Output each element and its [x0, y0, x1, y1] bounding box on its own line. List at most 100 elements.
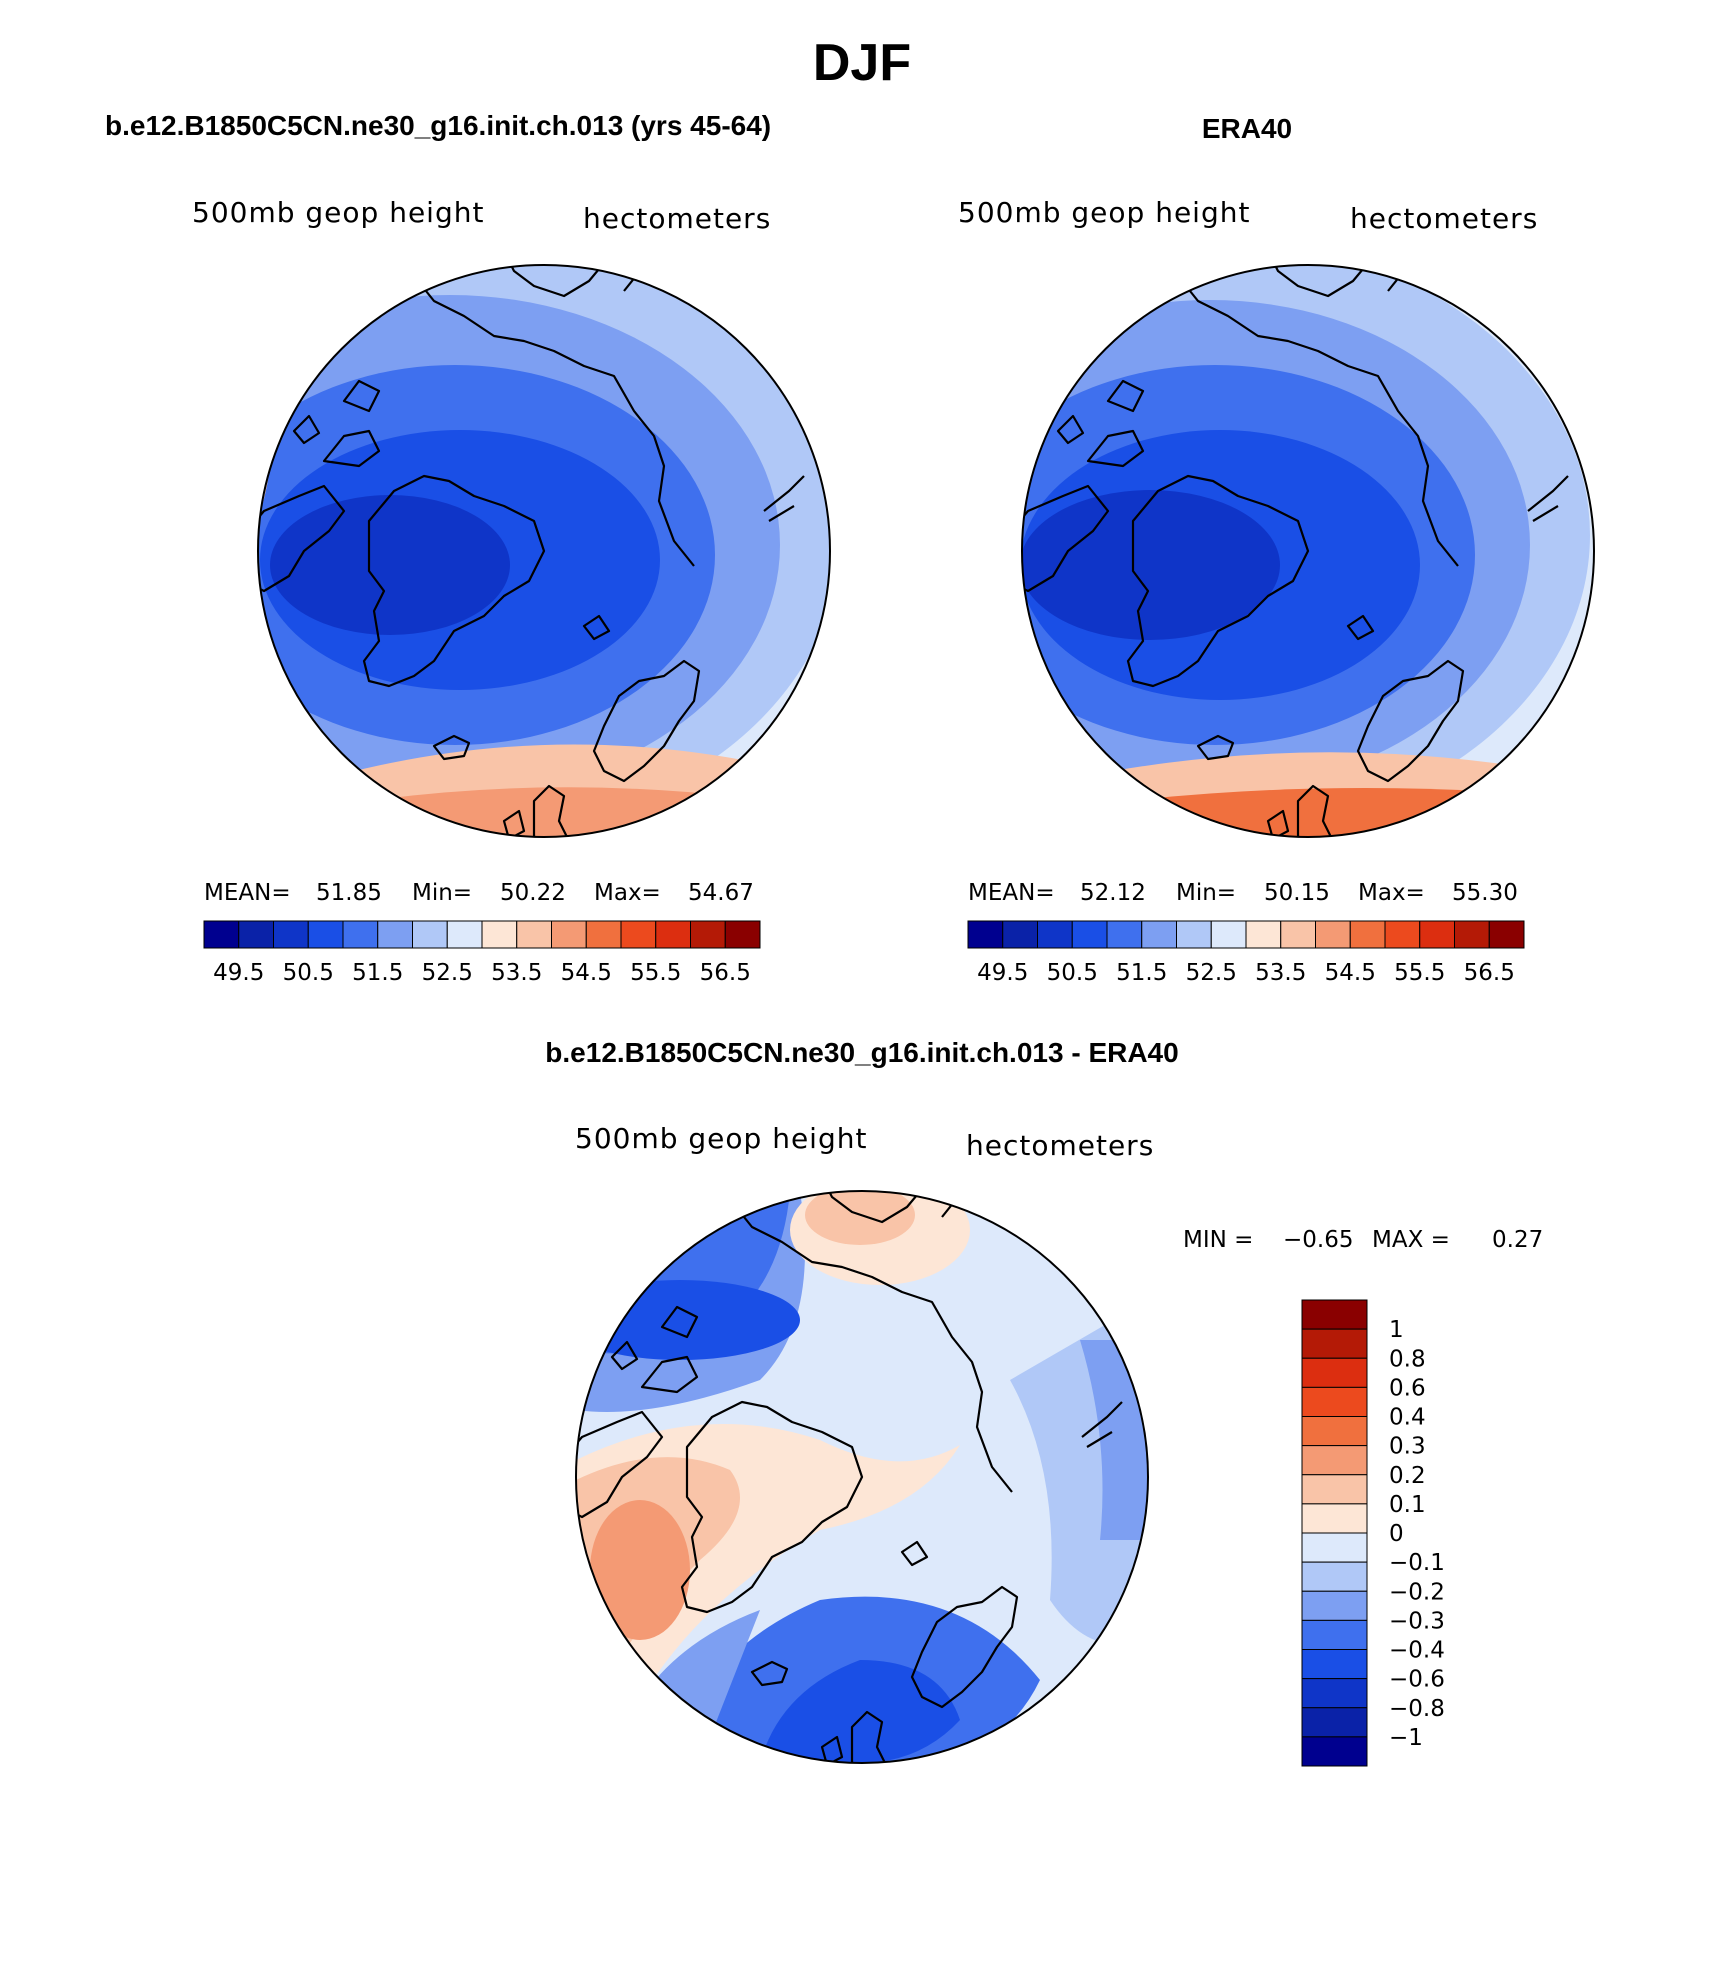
panel-obs-map	[1022, 265, 1594, 837]
colorbar-tick-label: 54.5	[561, 960, 612, 986]
figure-title: DJF	[813, 34, 911, 92]
panel-obs: ERA40 500mb geop height hectometers MEAN…	[958, 113, 1595, 986]
colorbar-swatch	[1384, 920, 1421, 949]
colorbar-swatch	[1301, 1678, 1368, 1709]
colorbar-swatch	[1301, 1532, 1368, 1563]
colorbar-swatch	[1301, 1590, 1368, 1621]
min-label: Min=	[1176, 880, 1236, 906]
colorbar-swatch	[1071, 920, 1108, 949]
mean-label: MEAN=	[968, 880, 1055, 906]
panel-difference-field-label: 500mb geop height	[575, 1122, 867, 1155]
colorbar-swatch	[1301, 1445, 1368, 1476]
colorbar-tick-label: 56.5	[700, 960, 751, 986]
panel-obs-title: ERA40	[1202, 113, 1292, 144]
max-label: Max=	[1358, 880, 1425, 906]
panel-difference: b.e12.B1850C5CN.ne30_g16.init.ch.013 - E…	[545, 1037, 1543, 1767]
colorbar-tick-label: 51.5	[352, 960, 403, 986]
colorbar-swatch	[1301, 1503, 1368, 1534]
colorbar-tick-label: 1	[1389, 1317, 1404, 1343]
colorbar-swatch	[1301, 1474, 1368, 1505]
colorbar-tick-label: 0.1	[1389, 1492, 1426, 1518]
colorbar-swatch	[1002, 920, 1038, 949]
max-label: MAX =	[1372, 1227, 1450, 1253]
colorbar-swatch	[1245, 920, 1282, 949]
colorbar-swatch	[1301, 1649, 1368, 1680]
colorbar-swatch	[377, 920, 413, 949]
colorbar-tick-label: −0.1	[1389, 1550, 1445, 1576]
max-value: 0.27	[1492, 1227, 1543, 1253]
colorbar-swatch	[1301, 1619, 1368, 1650]
colorbar-tick-label: −0.4	[1389, 1638, 1445, 1664]
panel-model-stats: MEAN= 51.85 Min= 50.22 Max= 54.67	[204, 880, 754, 906]
colorbar-tick-label: −0.6	[1389, 1667, 1445, 1693]
colorbar-swatch	[1280, 920, 1316, 949]
colorbar-tick-label: 54.5	[1325, 960, 1376, 986]
min-label: MIN =	[1183, 1227, 1253, 1253]
mean-value: 52.12	[1080, 880, 1146, 906]
colorbar-swatch	[1301, 1561, 1368, 1592]
panel-obs-stats: MEAN= 52.12 Min= 50.15 Max= 55.30	[968, 880, 1518, 906]
panel-model-title: b.e12.B1850C5CN.ne30_g16.init.ch.013 (yr…	[105, 110, 771, 141]
colorbar-swatch	[1488, 920, 1525, 949]
colorbar-tick-label: 49.5	[213, 960, 264, 986]
colorbar-swatch	[1315, 920, 1351, 949]
min-label: Min=	[412, 880, 472, 906]
colorbar-swatch	[1037, 920, 1073, 949]
colorbar-tick-label: 50.5	[283, 960, 334, 986]
colorbar-tick-label: 0.2	[1389, 1463, 1426, 1489]
colorbar-swatch	[1301, 1416, 1368, 1447]
colorbar-tick-label: 52.5	[1186, 960, 1237, 986]
min-value: 50.22	[500, 880, 566, 906]
colorbar-swatch	[655, 920, 691, 949]
colorbar-tick-label: 55.5	[1394, 960, 1445, 986]
colorbar-tick-label: −0.8	[1389, 1696, 1445, 1722]
mean-label: MEAN=	[204, 880, 291, 906]
max-value: 54.67	[688, 880, 754, 906]
colorbar-swatch	[620, 920, 657, 949]
colorbar-tick-label: 0.8	[1389, 1346, 1426, 1372]
colorbar-swatch	[1301, 1386, 1368, 1417]
colorbar-swatch	[724, 920, 761, 949]
panel-difference-minmax: MIN = −0.65 MAX = 0.27	[1183, 1227, 1543, 1253]
colorbar-swatch	[481, 920, 518, 949]
colorbar-tick-label: −1	[1389, 1725, 1423, 1751]
colorbar-tick-label: 55.5	[630, 960, 681, 986]
max-label: Max=	[594, 880, 661, 906]
colorbar-swatch	[238, 920, 274, 949]
panel-model-map	[258, 265, 830, 837]
colorbar-swatch	[342, 920, 379, 949]
panel-model-field-label: 500mb geop height	[192, 196, 484, 229]
panel-obs-field-label: 500mb geop height	[958, 196, 1250, 229]
colorbar-swatch	[203, 920, 240, 949]
colorbar-tick-label: 0.6	[1389, 1375, 1426, 1401]
colorbar-tick-label: −0.3	[1389, 1608, 1445, 1634]
colorbar-swatch	[1419, 920, 1455, 949]
colorbar-swatch	[967, 920, 1004, 949]
colorbar-swatch	[1301, 1299, 1368, 1330]
colorbar-tick-label: 56.5	[1464, 960, 1515, 986]
colorbar-tick-label: 53.5	[1255, 960, 1306, 986]
panel-model-colorbar: 49.5 50.5 51.5 52.5 53.5 54.5 55.5 56.5	[203, 920, 761, 986]
colorbar-swatch	[1301, 1707, 1368, 1738]
colorbar-tick-label: 53.5	[491, 960, 542, 986]
panel-model: b.e12.B1850C5CN.ne30_g16.init.ch.013 (yr…	[105, 110, 831, 986]
colorbar-swatch	[1106, 920, 1143, 949]
colorbar-swatch	[1349, 920, 1386, 949]
colorbar-swatch	[1176, 920, 1212, 949]
mean-value: 51.85	[316, 880, 382, 906]
colorbar-tick-label: 50.5	[1047, 960, 1098, 986]
panel-model-units-label: hectometers	[583, 202, 771, 235]
colorbar-swatch	[1301, 1357, 1368, 1388]
colorbar-tick-label: 0.4	[1389, 1405, 1426, 1431]
colorbar-tick-label: 49.5	[977, 960, 1028, 986]
panel-difference-units-label: hectometers	[966, 1129, 1154, 1162]
panel-obs-colorbar: 49.5 50.5 51.5 52.5 53.5 54.5 55.5 56.5	[967, 920, 1525, 986]
colorbar-swatch	[585, 920, 622, 949]
colorbar-tick-label: 51.5	[1116, 960, 1167, 986]
colorbar-tick-label: 0	[1389, 1521, 1404, 1547]
colorbar-tick-label: −0.2	[1389, 1579, 1445, 1605]
colorbar-swatch	[307, 920, 344, 949]
colorbar-swatch	[1454, 920, 1490, 949]
colorbar-swatch	[551, 920, 587, 949]
min-value: 50.15	[1264, 880, 1330, 906]
